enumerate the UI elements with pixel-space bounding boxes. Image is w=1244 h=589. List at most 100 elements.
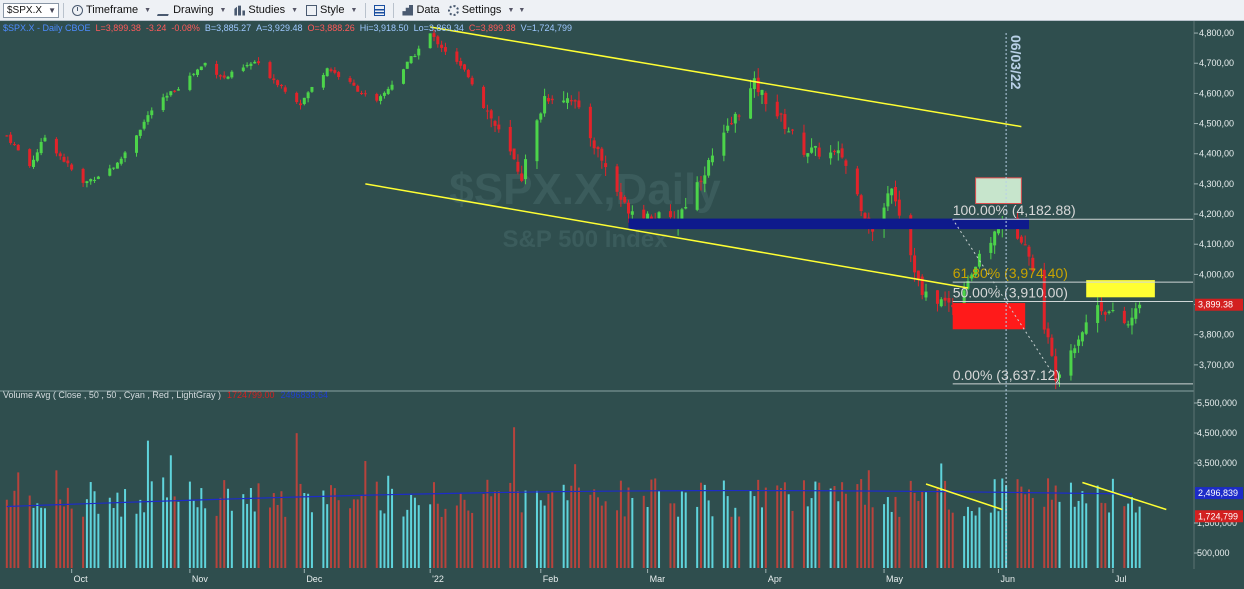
volume-bar — [295, 433, 298, 568]
price-axis-label: 4,700,00 — [1199, 58, 1234, 68]
drawing-icon — [157, 4, 173, 16]
volume-bar — [680, 491, 683, 568]
volume-bar — [1020, 486, 1023, 568]
candle-body — [295, 92, 299, 103]
timeframe-button[interactable]: Timeframe ▼ — [68, 2, 155, 19]
volume-bar — [1054, 485, 1057, 568]
volume-bar — [1031, 497, 1034, 568]
candle-body — [215, 63, 219, 75]
candle-body — [459, 60, 463, 66]
candle-body — [409, 56, 413, 64]
data-label: Data — [416, 4, 440, 16]
candle-body — [466, 70, 470, 78]
volume-bar — [406, 509, 409, 568]
candle-body — [1099, 302, 1103, 312]
volume-bar — [802, 480, 805, 568]
candle-body — [112, 167, 116, 169]
volume-bar — [204, 508, 207, 568]
data-button[interactable]: Data — [398, 2, 443, 19]
volume-axis-label: 500,000 — [1197, 548, 1230, 558]
volume-bar — [223, 480, 226, 568]
candle-body — [89, 179, 93, 182]
volume-bar — [726, 496, 729, 568]
volume-bar — [883, 504, 886, 568]
candle-body — [32, 159, 36, 167]
volume-bar — [783, 482, 786, 568]
studies-button[interactable]: Studies ▼ — [230, 2, 302, 19]
volume-bar — [711, 516, 714, 568]
candle-body — [482, 86, 486, 108]
candle-body — [779, 113, 783, 115]
date-axis-label: Oct — [74, 574, 89, 584]
candle-body — [924, 291, 928, 298]
candle-body — [623, 196, 627, 203]
date-axis-label: Jun — [1000, 574, 1015, 584]
settings-button[interactable]: Settings ▼ — [444, 2, 519, 19]
candle-body — [123, 152, 127, 159]
candle-body — [802, 132, 806, 155]
candle-body — [1027, 246, 1031, 257]
volume-bar — [326, 504, 329, 568]
candle-body — [806, 153, 810, 157]
axis-panel — [1194, 21, 1244, 569]
candle-body — [646, 213, 650, 220]
candle-body — [707, 160, 711, 176]
candle-body — [283, 87, 287, 92]
volume-bar — [196, 507, 199, 568]
candle-body — [920, 276, 924, 295]
layout-button[interactable] — [370, 2, 389, 19]
candle-body — [863, 213, 867, 220]
fib-level-61-8-label: 61.80% (3,974.40) — [953, 265, 1068, 281]
volume-bar — [284, 516, 287, 568]
volume-bar — [707, 500, 710, 568]
volume-bar — [192, 500, 195, 568]
volume-bar — [55, 470, 58, 568]
volume-bar — [307, 493, 310, 568]
volume-trendline-1 — [925, 483, 1003, 511]
drawing-button[interactable]: Drawing ▼ — [155, 2, 230, 19]
candle-body — [1077, 339, 1081, 346]
price-axis-label: 4,300,00 — [1199, 179, 1234, 189]
candle-body — [138, 129, 142, 136]
last-price: L=3,899.38 — [95, 23, 141, 33]
candle-body — [386, 88, 390, 94]
overflow-chevron-icon[interactable]: ▼ — [518, 6, 526, 14]
candle-body — [348, 78, 352, 82]
style-label: Style — [320, 4, 345, 16]
candle-body — [5, 135, 9, 137]
volume-bar — [413, 497, 416, 568]
volume-bar — [856, 484, 859, 568]
candle-body — [226, 76, 230, 79]
volume-study-label[interactable]: Volume Avg ( Close , 50 , 50 , Cyan , Re… — [3, 390, 328, 400]
candle-body — [565, 98, 569, 103]
candle-body — [352, 82, 356, 86]
candle-body — [245, 64, 249, 67]
style-button[interactable]: Style ▼ — [302, 2, 361, 19]
volume-bar — [989, 512, 992, 568]
volume-bar — [841, 482, 844, 568]
candle-body — [272, 78, 276, 81]
volume-bar — [1104, 503, 1107, 568]
symbol-input[interactable]: $SPX.X ▼ — [3, 2, 59, 18]
volume-bar — [730, 516, 733, 568]
volume-bar — [673, 503, 676, 568]
candle-body — [832, 150, 836, 152]
volume-bar — [1001, 478, 1004, 568]
chevron-down-icon[interactable]: ▼ — [48, 5, 56, 15]
price-chart[interactable]: $SPX.X,Daily S&P 500 Index 4,800,00 4,700,0… — [0, 21, 1244, 589]
candle-body — [516, 161, 520, 172]
candle-body — [360, 92, 364, 94]
bid-value: B=3,885.27 — [204, 23, 252, 33]
candle-body — [9, 134, 13, 143]
volume-bar — [43, 508, 46, 568]
volume-bar — [787, 494, 790, 568]
candle-body — [550, 98, 554, 101]
volume-bar — [1085, 503, 1088, 568]
volume-bar — [535, 490, 538, 568]
candle-body — [401, 69, 405, 84]
price-axis-label: 4,400,00 — [1199, 149, 1234, 159]
volume-study-value-blue: 2496838.64 — [280, 390, 329, 400]
volume-bar — [257, 483, 260, 568]
candle-body — [1019, 236, 1023, 243]
candle-body — [1134, 308, 1138, 319]
